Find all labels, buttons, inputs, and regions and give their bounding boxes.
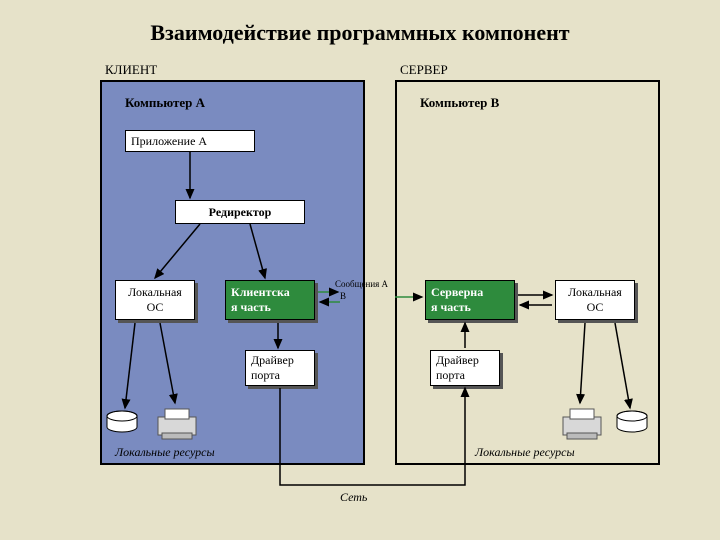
disk-client-icon <box>105 410 140 435</box>
comp-a-label: Компьютер А <box>125 95 205 111</box>
msg-b: B <box>340 292 346 302</box>
printer-server-icon <box>555 405 610 445</box>
client-part-node: Клиентска я часть <box>225 280 315 320</box>
port-driver-server: Драйвер порта <box>430 350 500 386</box>
comp-b-label: Компьютер В <box>420 95 499 111</box>
diagram-title: Взаимодействие программных компонент <box>0 20 720 46</box>
client-label: КЛИЕНТ <box>105 62 157 78</box>
network-label: Сеть <box>340 490 367 505</box>
port-driver-client: Драйвер порта <box>245 350 315 386</box>
app-a-node: Приложение А <box>125 130 255 152</box>
port-driver-server-text: Драйвер порта <box>436 353 494 383</box>
local-res-client: Локальные ресурсы <box>115 445 215 460</box>
msg-a: Сообщения A <box>335 280 388 290</box>
server-label: СЕРВЕР <box>400 62 448 78</box>
port-driver-client-text: Драйвер порта <box>251 353 309 383</box>
local-os-server-text: Локальная ОС <box>561 285 629 315</box>
server-box <box>395 80 660 465</box>
local-res-server: Локальные ресурсы <box>475 445 575 460</box>
local-os-server: Локальная ОС <box>555 280 635 320</box>
local-os-client: Локальная ОС <box>115 280 195 320</box>
server-part-node: Серверна я часть <box>425 280 515 320</box>
printer-client-icon <box>150 405 205 445</box>
redirector-node: Редиректор <box>175 200 305 224</box>
disk-server-icon <box>615 410 650 435</box>
local-os-client-text: Локальная ОС <box>121 285 189 315</box>
